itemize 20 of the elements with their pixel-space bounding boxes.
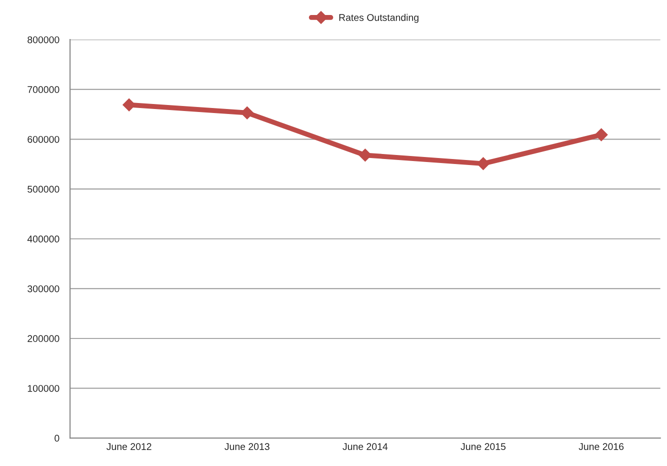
y-tick-label: 100000 xyxy=(28,384,60,392)
x-tick-label: June 2013 xyxy=(224,443,270,450)
x-tick-label: June 2014 xyxy=(342,443,388,450)
x-tick-label: June 2015 xyxy=(460,443,506,450)
y-tick-label: 800000 xyxy=(28,36,60,44)
x-tick-label: June 2016 xyxy=(578,443,624,450)
point xyxy=(358,148,372,162)
y-tick-label: 700000 xyxy=(28,86,60,94)
point xyxy=(122,98,136,112)
point xyxy=(240,106,254,120)
point xyxy=(594,128,608,142)
y-tick-label: 200000 xyxy=(28,335,60,342)
y-tick-label: 500000 xyxy=(28,186,60,193)
point xyxy=(476,157,490,170)
y-tick-label: 300000 xyxy=(28,285,60,292)
y-tick-label: 0 xyxy=(54,434,60,442)
y-tick-label: 400000 xyxy=(27,236,60,242)
legend-label: Rates Outstanding xyxy=(339,14,418,23)
x-tick-label: June 2012 xyxy=(106,443,152,450)
y-tick-label: 600000 xyxy=(28,136,60,143)
